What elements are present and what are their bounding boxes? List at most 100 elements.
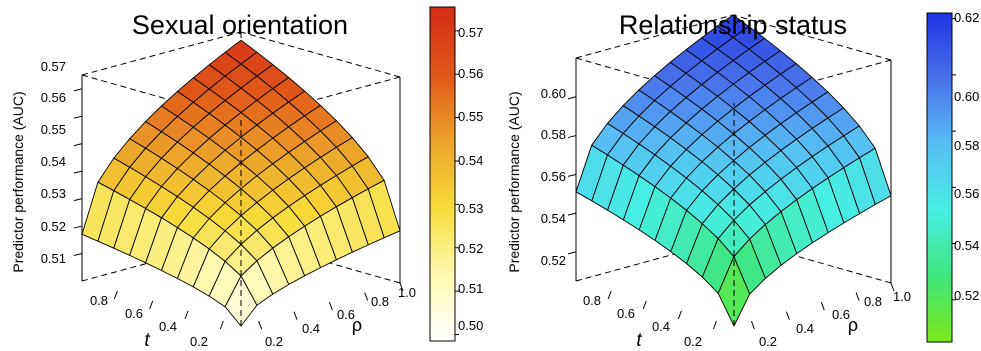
t-tick-mark <box>113 290 118 300</box>
colorbar-segment <box>927 214 952 220</box>
z-tick-mark <box>73 253 83 257</box>
colorbar-segment <box>927 45 952 51</box>
colorbar-segment <box>430 178 455 183</box>
colorbar-segment <box>927 78 952 84</box>
t-axis-ticks: 0.2 0.4 0.6 0.8 <box>583 293 702 346</box>
colorbar-segment <box>927 33 952 39</box>
t-tick-label: 0.2 <box>684 334 702 346</box>
colorbar-segment <box>927 140 952 146</box>
panel-relationship-status: Relationship status Predictor performanc… <box>506 10 979 346</box>
colorbar-segment <box>927 206 952 211</box>
colorbar-segment <box>927 115 952 121</box>
t-tick-label: 0.8 <box>583 293 601 308</box>
z-tick-label: 0.54 <box>41 154 66 169</box>
colorbar-segment <box>927 313 952 318</box>
rho-tick-mark <box>750 321 755 330</box>
colorbar-segment <box>430 23 455 29</box>
surface-mesh <box>81 39 401 327</box>
colorbar-segment <box>430 69 455 75</box>
colorbar-segment <box>430 11 455 16</box>
colorbar-segment <box>430 261 455 267</box>
colorbar-segment <box>927 29 952 35</box>
z-tick-label: 0.52 <box>41 219 66 234</box>
colorbar-segment <box>430 278 455 284</box>
rho-tick-mark <box>855 292 860 301</box>
t-tick-label: 0.4 <box>159 319 177 334</box>
colorbar-segment <box>430 199 455 204</box>
colorbar-segment <box>927 17 952 22</box>
colorbar-segment <box>430 207 455 213</box>
colorbar-segment <box>927 198 952 203</box>
colorbar-segment <box>927 292 952 298</box>
colorbar-segment <box>927 13 952 18</box>
colorbar-tick-label: 0.60 <box>954 89 979 104</box>
colorbar-segment <box>927 267 952 273</box>
t-tick-mark <box>712 320 717 330</box>
z-tick-mark <box>73 198 83 202</box>
t-tick-mark <box>677 310 682 320</box>
z-tick-label: 0.58 <box>541 127 566 142</box>
colorbar-segment <box>430 282 455 288</box>
colorbar-segment <box>927 284 952 290</box>
colorbar-segment <box>430 115 455 121</box>
colorbar-segment <box>430 211 455 217</box>
colorbar-tick-label: 0.50 <box>458 318 483 333</box>
z-tick-mark <box>73 115 83 119</box>
colorbar-segment <box>430 132 455 138</box>
colorbar-segment <box>927 136 952 142</box>
colorbar-segment <box>430 295 455 300</box>
rho-tick-label: 0.8 <box>371 294 389 309</box>
colorbar-segment <box>927 304 952 310</box>
box-edge-back <box>732 237 892 284</box>
z-tick-label: 0.54 <box>541 211 566 226</box>
colorbar-segment <box>927 309 952 314</box>
box-edge-top <box>81 74 242 121</box>
chart-title: Relationship status <box>619 10 847 40</box>
colorbar-segment <box>430 332 455 338</box>
colorbar <box>926 12 956 343</box>
surface-plot <box>567 12 956 343</box>
colorbar-segment <box>927 95 952 100</box>
colorbar-segment <box>430 232 455 238</box>
colorbar-segment <box>430 215 455 221</box>
rho-tick-mark <box>364 292 369 301</box>
rho-tick-label: 0.4 <box>796 321 814 336</box>
colorbar-segment <box>430 174 455 179</box>
t-tick-label: 0.6 <box>617 306 635 321</box>
z-tick-label: 0.53 <box>41 186 66 201</box>
colorbar-segment <box>927 259 952 265</box>
rho-tick-label: 0.6 <box>337 307 355 322</box>
colorbar-segment <box>430 48 455 54</box>
colorbar-tick-label: 0.54 <box>954 238 979 253</box>
colorbar-segment <box>927 230 952 236</box>
z-tick-mark <box>567 96 577 100</box>
z-axis-ticks: 0.52 0.54 0.56 0.58 0.60 <box>541 86 566 268</box>
colorbar-segment <box>927 124 952 129</box>
colorbar-tick-label: 0.54 <box>458 153 483 168</box>
colorbar-segment <box>430 52 455 58</box>
colorbar-segment <box>927 222 952 228</box>
colorbar-segment <box>430 315 455 321</box>
colorbar-segment <box>927 25 952 31</box>
colorbar-segment <box>927 181 952 187</box>
colorbar-segment <box>430 44 455 50</box>
z-tick-label: 0.56 <box>41 90 66 105</box>
colorbar-segment <box>927 103 952 109</box>
z-tick-label: 0.51 <box>41 251 66 266</box>
colorbar-segment <box>927 300 952 306</box>
rho-tick-label: 0.2 <box>265 334 283 346</box>
z-tick-label: 0.52 <box>541 253 566 268</box>
colorbar-segment <box>927 202 952 207</box>
colorbar-segment <box>927 272 952 277</box>
colorbar-segment <box>430 270 455 275</box>
colorbar-segment <box>927 333 952 339</box>
colorbar-segment <box>430 336 455 342</box>
colorbar-segment <box>430 57 455 62</box>
rho-tick-mark <box>258 321 263 330</box>
colorbar-segment <box>430 82 455 87</box>
colorbar-segment <box>927 169 952 174</box>
box-edge-top <box>732 14 892 61</box>
colorbar-tick-label: 0.53 <box>458 201 483 216</box>
colorbar-segment <box>927 239 952 244</box>
colorbar-segment <box>430 228 455 234</box>
